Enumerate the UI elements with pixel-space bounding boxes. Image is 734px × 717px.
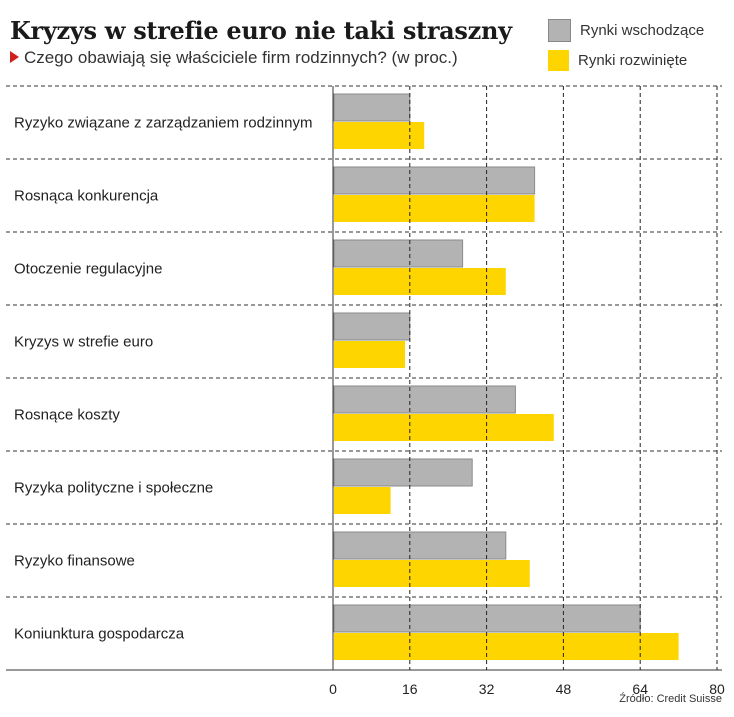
category-label: Otoczenie regulacyjne: [14, 261, 162, 278]
category-label: Koniunktura gospodarcza: [14, 626, 185, 643]
grid-lines: [6, 85, 722, 671]
triangle-marker-icon: [10, 51, 19, 63]
bar-developed: [334, 122, 425, 149]
bar-emerging: [333, 458, 473, 487]
x-tick-label: 80: [709, 681, 725, 697]
legend-item-developed: Rynki rozwinięte: [548, 48, 704, 72]
bar-developed: [334, 414, 554, 441]
bar-emerging: [333, 166, 536, 195]
category-labels: Ryzyko związane z zarządzaniem rodzinnym…: [14, 115, 312, 643]
x-tick-label: 32: [479, 681, 495, 697]
legend-item-emerging: Rynki wschodzące: [548, 18, 704, 42]
legend-swatch-developed: [548, 49, 569, 71]
category-label: Rosnące koszty: [14, 407, 120, 424]
x-tick-label: 0: [329, 681, 337, 697]
bar-emerging: [333, 239, 464, 268]
category-label: Rosnąca konkurencja: [14, 188, 159, 205]
bar-emerging: [333, 385, 516, 414]
x-tick-label: 64: [632, 681, 648, 697]
legend-label-developed: Rynki rozwinięte: [578, 51, 688, 69]
category-label: Ryzyko związane z zarządzaniem rodzinnym: [14, 115, 312, 132]
bars-group: [333, 93, 679, 660]
chart-subtitle: Czego obawiają się właściciele firm rodz…: [10, 48, 458, 68]
bar-developed: [334, 268, 506, 295]
x-tick-label: 48: [556, 681, 572, 697]
category-label: Ryzyko finansowe: [14, 553, 135, 570]
bar-developed: [334, 633, 679, 660]
bar-emerging: [333, 93, 411, 122]
bar-developed: [334, 560, 530, 587]
legend: Rynki wschodzące Rynki rozwinięte: [548, 18, 704, 78]
x-tick-label: 16: [402, 681, 418, 697]
bar-developed: [334, 487, 391, 514]
bar-developed: [334, 195, 535, 222]
legend-label-emerging: Rynki wschodzące: [580, 21, 705, 39]
category-label: Kryzys w strefie euro: [14, 334, 153, 351]
subtitle-text: Czego obawiają się właściciele firm rodz…: [24, 48, 458, 67]
source-note: Źródło: Credit Suisse: [619, 693, 722, 705]
bar-emerging: [333, 312, 411, 341]
x-axis-ticks: 0 16 32 48 64 80: [329, 86, 725, 697]
chart-title: Kryzys w strefie euro nie taki straszny: [10, 16, 512, 45]
category-label: Ryzyka polityczne i społeczne: [14, 480, 213, 497]
legend-swatch-emerging: [548, 18, 571, 42]
bar-developed: [334, 341, 405, 368]
bar-emerging: [333, 531, 507, 560]
